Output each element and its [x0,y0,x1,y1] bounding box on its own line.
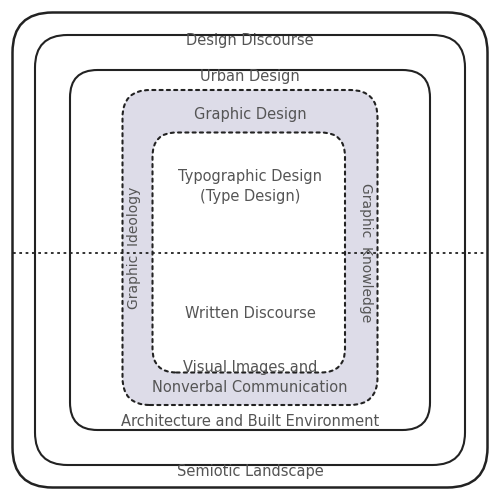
FancyBboxPatch shape [152,132,345,372]
Text: Urban Design: Urban Design [200,70,300,84]
Text: Graphic Design: Graphic Design [194,108,306,122]
Text: Semiotic Landscape: Semiotic Landscape [176,464,324,479]
FancyBboxPatch shape [122,90,378,405]
Text: Architecture and Built Environment: Architecture and Built Environment [121,414,379,428]
Text: Nonverbal Communication: Nonverbal Communication [152,380,348,395]
Text: Design Discourse: Design Discourse [186,34,314,48]
Text: (Type Design): (Type Design) [200,190,300,204]
Text: Typographic Design: Typographic Design [178,168,322,184]
Text: Graphic  Knowledge: Graphic Knowledge [359,183,373,322]
Text: Visual Images and: Visual Images and [183,360,317,375]
Text: Written Discourse: Written Discourse [184,306,316,320]
Text: Graphic  Ideology: Graphic Ideology [127,186,141,308]
